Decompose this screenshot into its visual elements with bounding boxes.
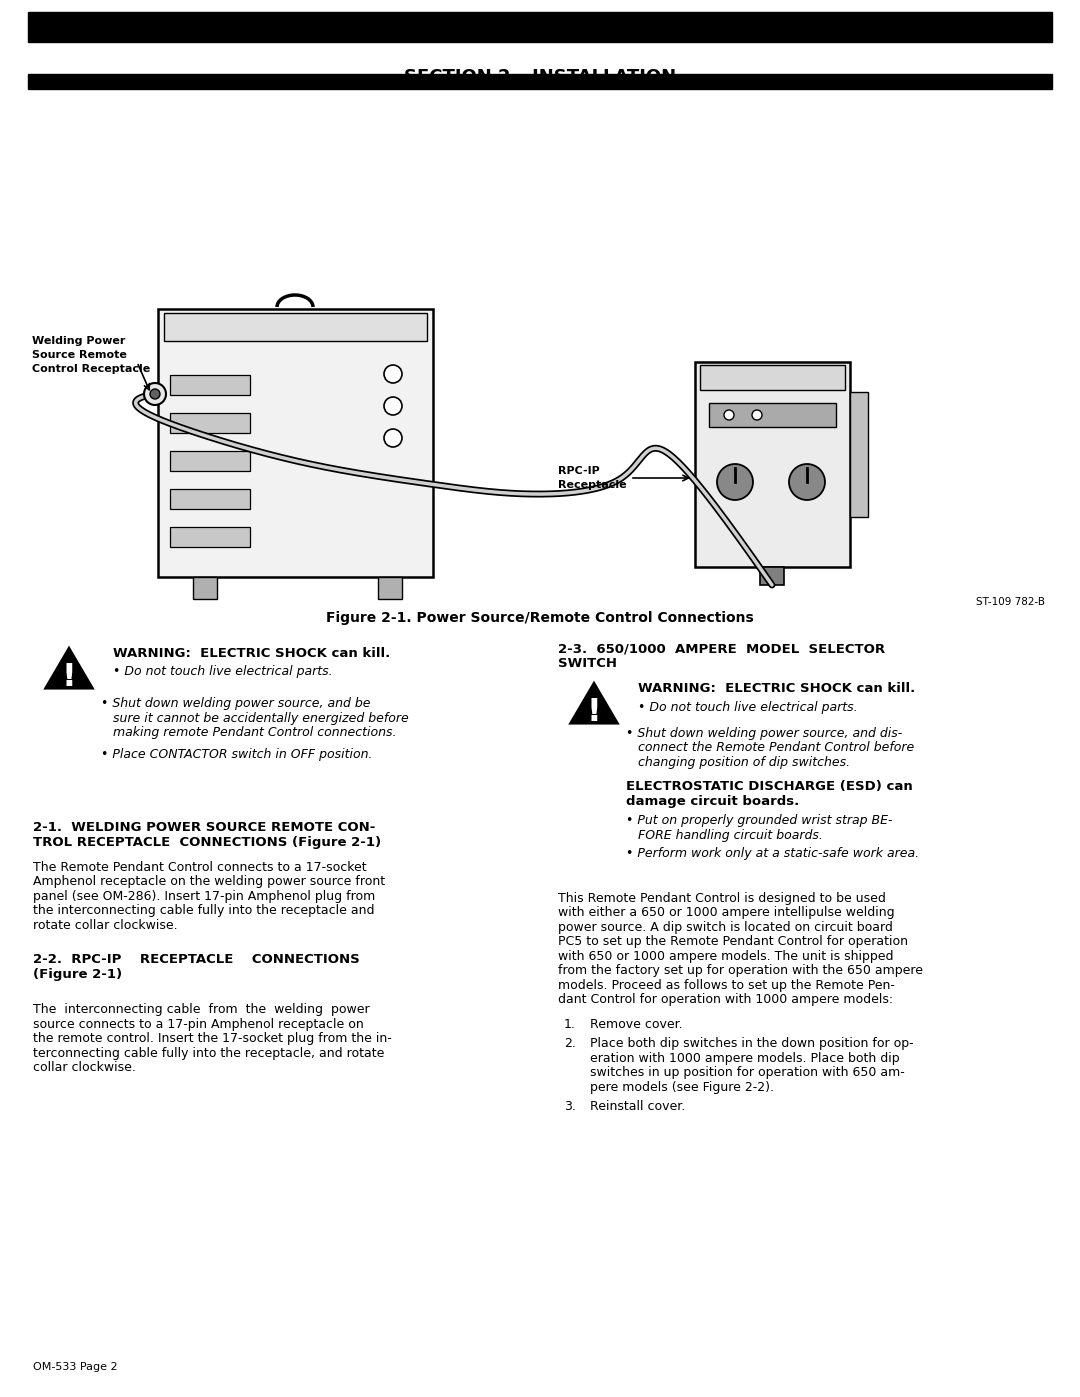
Text: 2-1.  WELDING POWER SOURCE REMOTE CON-: 2-1. WELDING POWER SOURCE REMOTE CON- xyxy=(33,820,376,834)
Text: OM-533 Page 2: OM-533 Page 2 xyxy=(33,1362,118,1372)
Bar xyxy=(708,402,836,427)
Bar xyxy=(28,74,1052,89)
Text: terconnecting cable fully into the receptacle, and rotate: terconnecting cable fully into the recep… xyxy=(33,1046,384,1060)
Bar xyxy=(170,451,249,471)
Text: WARNING:  ELECTRIC SHOCK can kill.: WARNING: ELECTRIC SHOCK can kill. xyxy=(638,682,915,694)
Bar xyxy=(28,13,1052,42)
Circle shape xyxy=(724,409,734,420)
Bar xyxy=(696,362,850,567)
Text: models. Proceed as follows to set up the Remote Pen-: models. Proceed as follows to set up the… xyxy=(558,979,895,992)
Text: 2.: 2. xyxy=(564,1037,576,1051)
Circle shape xyxy=(384,429,402,447)
Text: eration with 1000 ampere models. Place both dip: eration with 1000 ampere models. Place b… xyxy=(590,1052,900,1065)
Text: !: ! xyxy=(586,697,602,728)
Text: pere models (see Figure 2-2).: pere models (see Figure 2-2). xyxy=(590,1081,774,1094)
Bar xyxy=(760,567,784,585)
Text: Remove cover.: Remove cover. xyxy=(590,1017,683,1031)
Text: WARNING:  ELECTRIC SHOCK can kill.: WARNING: ELECTRIC SHOCK can kill. xyxy=(113,647,390,659)
Text: Source Remote: Source Remote xyxy=(32,351,126,360)
Text: • Perform work only at a static-safe work area.: • Perform work only at a static-safe wor… xyxy=(626,847,919,861)
Circle shape xyxy=(144,383,166,405)
Bar xyxy=(378,577,402,599)
Circle shape xyxy=(384,397,402,415)
Bar xyxy=(170,374,249,395)
Text: • Shut down welding power source, and dis-: • Shut down welding power source, and di… xyxy=(626,726,902,739)
Circle shape xyxy=(384,365,402,383)
Text: The Remote Pendant Control connects to a 17-socket: The Remote Pendant Control connects to a… xyxy=(33,861,366,873)
Text: Receptacle: Receptacle xyxy=(558,481,626,490)
Text: SWITCH: SWITCH xyxy=(558,657,617,671)
Bar xyxy=(850,393,868,517)
Text: dant Control for operation with 1000 ampere models:: dant Control for operation with 1000 amp… xyxy=(558,993,893,1006)
Text: Figure 2-1. Power Source/Remote Control Connections: Figure 2-1. Power Source/Remote Control … xyxy=(326,610,754,624)
Text: collar clockwise.: collar clockwise. xyxy=(33,1062,136,1074)
Text: • Shut down welding power source, and be: • Shut down welding power source, and be xyxy=(102,697,370,711)
Text: Amphenol receptacle on the welding power source front: Amphenol receptacle on the welding power… xyxy=(33,875,386,888)
Polygon shape xyxy=(45,648,93,689)
Circle shape xyxy=(789,464,825,500)
Text: • Do not touch live electrical parts.: • Do not touch live electrical parts. xyxy=(113,665,333,679)
Text: rotate collar clockwise.: rotate collar clockwise. xyxy=(33,919,177,932)
Text: ST-109 782-B: ST-109 782-B xyxy=(976,597,1045,608)
Text: SECTION 2 – INSTALLATION: SECTION 2 – INSTALLATION xyxy=(404,68,676,87)
Text: TROL RECEPTACLE  CONNECTIONS (Figure 2-1): TROL RECEPTACLE CONNECTIONS (Figure 2-1) xyxy=(33,835,381,848)
Text: !: ! xyxy=(62,662,77,693)
Circle shape xyxy=(150,388,160,400)
Text: making remote Pendant Control connections.: making remote Pendant Control connection… xyxy=(102,726,396,739)
Circle shape xyxy=(752,409,762,420)
Text: (Figure 2-1): (Figure 2-1) xyxy=(33,968,122,981)
Bar xyxy=(164,313,427,341)
Text: PC5 to set up the Remote Pendant Control for operation: PC5 to set up the Remote Pendant Control… xyxy=(558,935,908,949)
Text: panel (see OM-286). Insert 17-pin Amphenol plug from: panel (see OM-286). Insert 17-pin Amphen… xyxy=(33,890,375,902)
Text: switches in up position for operation with 650 am-: switches in up position for operation wi… xyxy=(590,1066,905,1078)
Text: ELECTROSTATIC DISCHARGE (ESD) can: ELECTROSTATIC DISCHARGE (ESD) can xyxy=(626,780,913,793)
Text: source connects to a 17-pin Amphenol receptacle on: source connects to a 17-pin Amphenol rec… xyxy=(33,1017,364,1031)
Bar xyxy=(193,577,217,599)
Bar xyxy=(158,309,433,577)
Text: Control Receptacle: Control Receptacle xyxy=(32,365,150,374)
Text: power source. A dip switch is located on circuit board: power source. A dip switch is located on… xyxy=(558,921,893,933)
Text: from the factory set up for operation with the 650 ampere: from the factory set up for operation wi… xyxy=(558,964,923,977)
Text: RPC-IP: RPC-IP xyxy=(558,467,599,476)
Text: sure it cannot be accidentally energized before: sure it cannot be accidentally energized… xyxy=(102,712,408,725)
Text: changing position of dip switches.: changing position of dip switches. xyxy=(626,756,850,768)
Text: • Place CONTACTOR switch in OFF position.: • Place CONTACTOR switch in OFF position… xyxy=(102,749,373,761)
Text: The  interconnecting cable  from  the  welding  power: The interconnecting cable from the weldi… xyxy=(33,1003,369,1016)
Text: damage circuit boards.: damage circuit boards. xyxy=(626,795,799,807)
Text: This Remote Pendant Control is designed to be used: This Remote Pendant Control is designed … xyxy=(558,891,886,905)
Text: 1.: 1. xyxy=(564,1017,576,1031)
Text: with either a 650 or 1000 ampere intellipulse welding: with either a 650 or 1000 ampere intelli… xyxy=(558,907,894,919)
Text: 2-3.  650/1000  AMPERE  MODEL  SELECTOR: 2-3. 650/1000 AMPERE MODEL SELECTOR xyxy=(558,643,886,655)
Bar xyxy=(700,365,845,390)
Text: Place both dip switches in the down position for op-: Place both dip switches in the down posi… xyxy=(590,1037,914,1051)
Text: connect the Remote Pendant Control before: connect the Remote Pendant Control befor… xyxy=(626,740,915,754)
Bar xyxy=(170,414,249,433)
Polygon shape xyxy=(570,683,618,724)
Circle shape xyxy=(717,464,753,500)
Text: • Put on properly grounded wrist strap BE-: • Put on properly grounded wrist strap B… xyxy=(626,814,892,827)
Text: with 650 or 1000 ampere models. The unit is shipped: with 650 or 1000 ampere models. The unit… xyxy=(558,950,893,963)
Text: FORE handling circuit boards.: FORE handling circuit boards. xyxy=(626,828,823,841)
Bar xyxy=(170,527,249,548)
Text: the remote control. Insert the 17-socket plug from the in-: the remote control. Insert the 17-socket… xyxy=(33,1032,392,1045)
Text: Reinstall cover.: Reinstall cover. xyxy=(590,1099,685,1113)
Bar xyxy=(170,489,249,509)
Text: 3.: 3. xyxy=(564,1099,576,1113)
Text: • Do not touch live electrical parts.: • Do not touch live electrical parts. xyxy=(638,700,858,714)
Text: the interconnecting cable fully into the receptacle and: the interconnecting cable fully into the… xyxy=(33,904,375,918)
Text: 2-2.  RPC-IP    RECEPTACLE    CONNECTIONS: 2-2. RPC-IP RECEPTACLE CONNECTIONS xyxy=(33,953,360,967)
Text: Welding Power: Welding Power xyxy=(32,337,125,346)
